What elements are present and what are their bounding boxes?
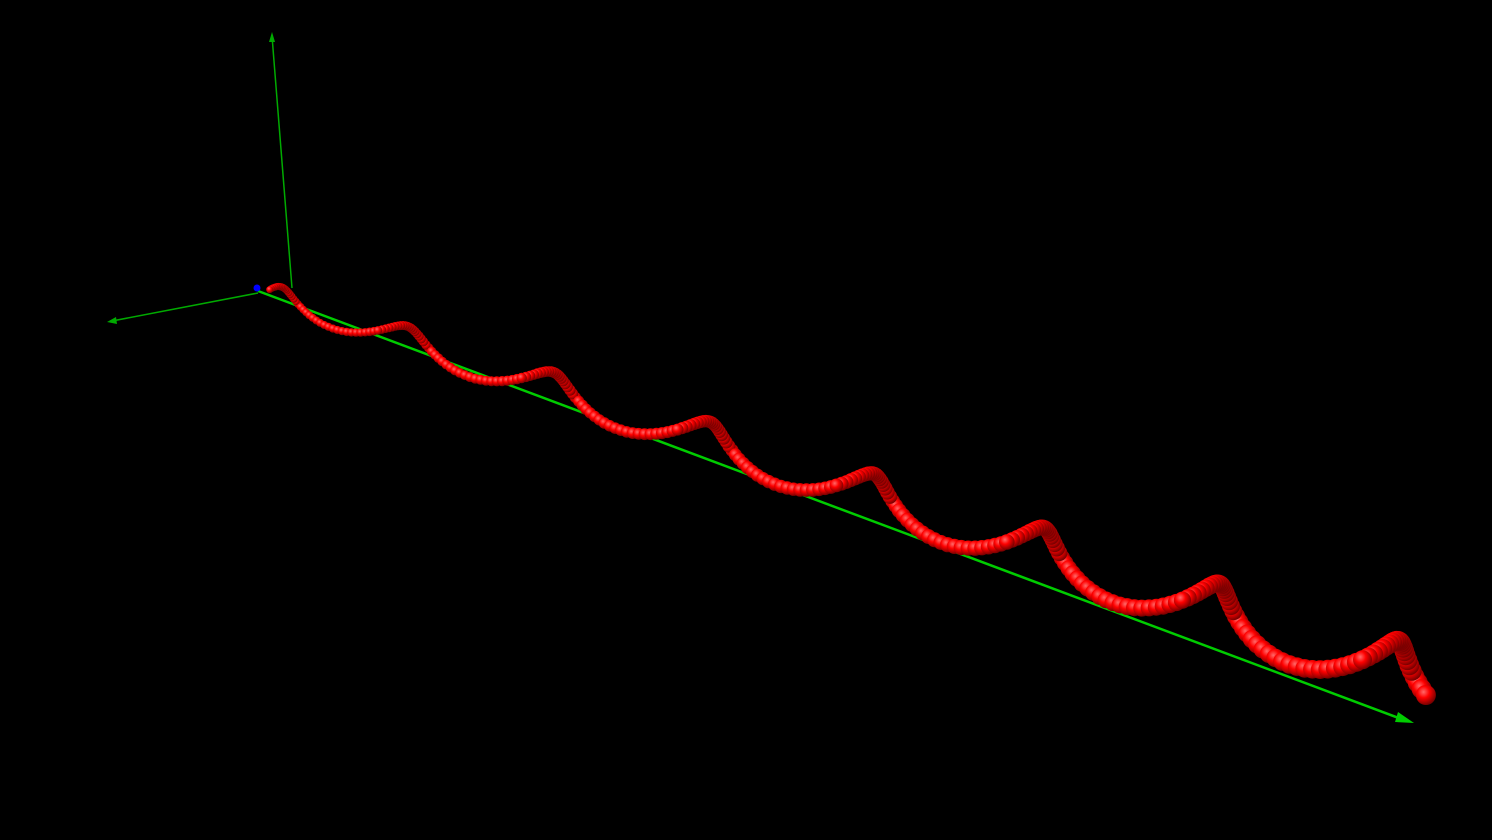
helix-sphere (1353, 650, 1372, 670)
y-axis-arrowhead (269, 32, 275, 42)
helix-sphere (1415, 685, 1436, 705)
helix-sphere (999, 534, 1015, 550)
helix-sphere (266, 286, 274, 294)
helix-sphere (671, 423, 684, 436)
helix-sphere (1173, 591, 1191, 609)
start-marker (253, 284, 261, 292)
axes-group (107, 32, 1414, 723)
helix-spheres (266, 282, 1436, 705)
x-axis-line (111, 292, 259, 322)
z-axis-arrowhead (1395, 712, 1414, 723)
helix-sphere (373, 326, 383, 335)
y-axis-line (271, 35, 293, 289)
helix-sphere (516, 372, 527, 384)
helix-sphere (829, 478, 844, 493)
x-axis-arrowhead (107, 317, 117, 324)
